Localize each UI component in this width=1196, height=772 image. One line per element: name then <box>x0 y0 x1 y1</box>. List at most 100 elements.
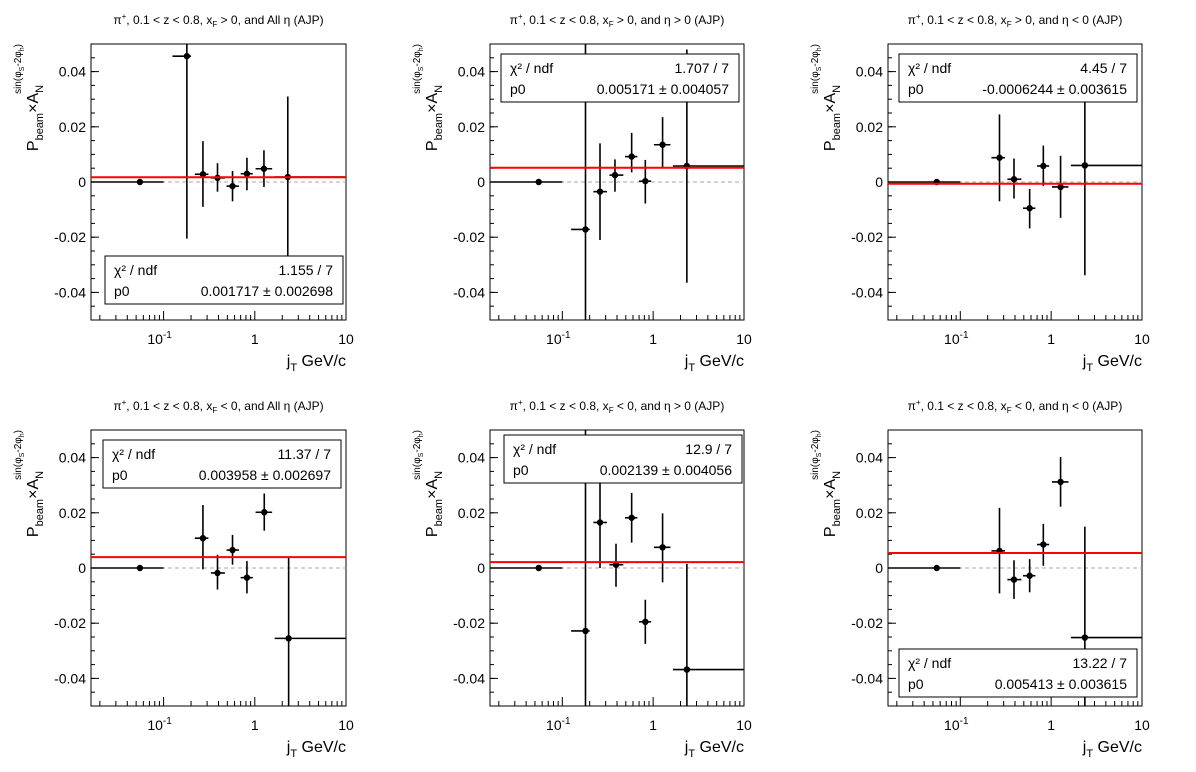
y-label-sup-h: h <box>816 433 823 437</box>
x-label-sub: T <box>290 362 297 374</box>
x-label-j: j <box>286 353 291 370</box>
stats-chi2-label: χ² / ndf <box>112 446 155 462</box>
y-label-sup-end: ) <box>412 44 423 47</box>
stats-box-frame <box>500 53 740 103</box>
x-tick-label: 10 <box>1134 717 1150 733</box>
x-label-j: j <box>684 739 689 756</box>
y-label-sup-end: ) <box>810 430 821 433</box>
data-point <box>1057 478 1064 486</box>
x-label-sub: T <box>688 748 695 760</box>
title-text: , 0.1 < z < 0.8, x <box>921 13 1007 27</box>
y-tick-label: -0.02 <box>453 229 485 245</box>
stats-box-frame <box>503 434 743 484</box>
title-pi-charge: + <box>518 398 523 407</box>
x-tick-base: 10 <box>147 717 163 733</box>
stats-box-frame <box>898 648 1138 698</box>
data-point <box>1057 183 1064 191</box>
y-label-n: N <box>34 85 46 93</box>
x-tick-exponent: -1 <box>562 716 571 727</box>
x-tick-label: 1 <box>1047 717 1055 733</box>
data-point <box>659 544 666 551</box>
y-label-times: ×A <box>424 93 441 113</box>
title-text-end: < 0, and All η (AJP) <box>217 399 323 413</box>
x-tick-exponent: -1 <box>960 330 969 341</box>
data-point <box>183 52 191 60</box>
title-pi-charge: + <box>916 12 921 21</box>
stats-box: χ² / ndf 4.45 / 7 p0 -0.0006244 ± 0.003615 <box>898 53 1138 103</box>
data-point <box>659 141 666 148</box>
x-tick-label: 1 <box>649 331 657 347</box>
y-tick-label: 0.04 <box>458 64 485 80</box>
x-tick-label: 1 <box>251 717 259 733</box>
x-tick-base: 10 <box>147 331 163 347</box>
y-tick-label: 0.02 <box>856 119 883 135</box>
y-tick-label: 0.04 <box>59 450 86 466</box>
panel-2: π+, 0.1 < z < 0.8, xF > 0, and η > 0 (AJ… <box>412 12 752 374</box>
stats-chi2-value: 13.22 / 7 <box>1073 655 1128 671</box>
y-axis-label: Pbeam×ANsin(φS-2φh) <box>412 44 445 151</box>
y-label-sup-h: h <box>816 47 823 51</box>
x-label-unit: GeV/c <box>297 353 346 370</box>
data-point <box>1040 162 1047 170</box>
data-point <box>611 171 619 179</box>
y-label-beam: beam <box>34 499 46 527</box>
panel-3: π+, 0.1 < z < 0.8, xF > 0, and η < 0 (AJ… <box>810 12 1150 374</box>
y-tick-label: -0.04 <box>54 670 86 686</box>
title-text-end: > 0, and η < 0 (AJP) <box>1012 13 1123 27</box>
y-label-sup-end: ) <box>810 44 821 47</box>
title-pi-charge: + <box>916 398 921 407</box>
stats-box-frame <box>102 439 342 489</box>
stats-p0-label: p0 <box>114 283 130 299</box>
stats-chi2-label: χ² / ndf <box>114 262 157 278</box>
title-xf-sub: F <box>1007 406 1012 415</box>
title-text: , 0.1 < z < 0.8, x <box>523 399 609 413</box>
data-point <box>243 170 251 177</box>
title-text: , 0.1 < z < 0.8, x <box>126 399 212 413</box>
x-tick-label: 10-1 <box>944 330 969 347</box>
x-tick-label: 10 <box>1134 331 1150 347</box>
data-point <box>642 618 649 626</box>
y-tick-label: -0.04 <box>851 284 883 300</box>
data-point <box>1010 576 1018 583</box>
stats-p0-label: p0 <box>112 467 128 483</box>
y-label-n: N <box>433 85 445 93</box>
y-label-sup-s: S <box>816 66 823 71</box>
data-point <box>996 154 1003 161</box>
y-label-sup-end: ) <box>13 44 24 47</box>
title-text-end: > 0, and η > 0 (AJP) <box>614 13 725 27</box>
y-label-times: ×A <box>25 93 42 113</box>
stats-p0-value: 0.003958 ± 0.002697 <box>199 467 331 483</box>
data-point <box>933 564 940 572</box>
y-tick-label: 0 <box>477 560 485 576</box>
x-tick-base: 10 <box>546 717 562 733</box>
stats-p0-label: p0 <box>908 81 924 97</box>
y-tick-label: -0.02 <box>54 615 86 631</box>
stats-p0-value: 0.001717 ± 0.002698 <box>201 283 333 299</box>
x-tick-base: 10 <box>944 717 960 733</box>
y-tick-label: 0.02 <box>458 119 485 135</box>
stats-box-frame <box>898 53 1138 103</box>
data-point <box>229 546 236 554</box>
data-point <box>260 165 268 172</box>
data-point <box>199 171 207 178</box>
x-tick-label: 1 <box>251 331 259 347</box>
stats-p0-value: 0.005171 ± 0.004057 <box>597 81 729 97</box>
y-tick-label: -0.04 <box>453 284 485 300</box>
data-point <box>1081 162 1089 169</box>
y-tick-label: 0 <box>875 560 883 576</box>
y-label-sup-mid: -2φ <box>412 437 423 453</box>
title-text-end: < 0, and η > 0 (AJP) <box>614 399 725 413</box>
x-tick-label: 10 <box>736 717 752 733</box>
y-label-p: P <box>25 526 42 537</box>
data-point <box>1026 205 1033 212</box>
x-axis-label: jT GeV/c <box>286 353 346 374</box>
data-point <box>535 178 542 186</box>
y-tick-label: 0.02 <box>856 505 883 521</box>
y-label-sup-s: S <box>418 452 425 457</box>
y-tick-label: -0.02 <box>851 615 883 631</box>
y-tick-label: 0.02 <box>59 119 86 135</box>
title-text: , 0.1 < z < 0.8, x <box>523 13 609 27</box>
stats-box: χ² / ndf 12.9 / 7 p0 0.002139 ± 0.004056 <box>503 434 743 484</box>
y-tick-label: 0 <box>78 174 86 190</box>
